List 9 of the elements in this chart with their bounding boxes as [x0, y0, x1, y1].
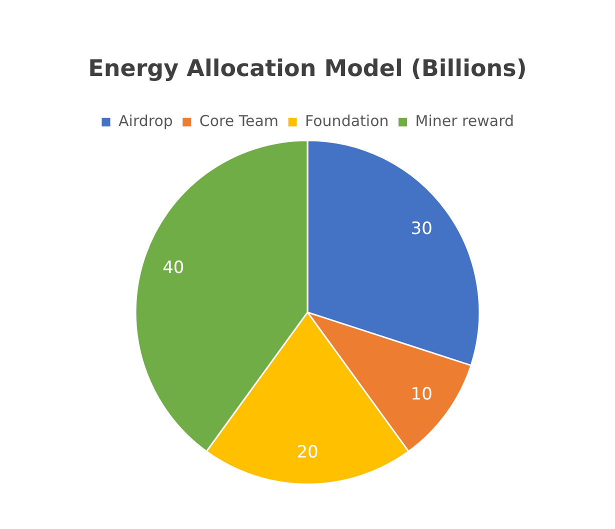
legend-label: Foundation	[305, 112, 389, 130]
data-label: 20	[296, 442, 318, 463]
data-label: 30	[410, 218, 432, 239]
chart-title: Energy Allocation Model (Billions)	[88, 56, 527, 82]
data-label: 10	[410, 384, 432, 405]
data-label: 40	[162, 258, 184, 278]
legend-label: Miner reward	[415, 112, 514, 130]
legend-label: Core Team	[199, 112, 279, 130]
legend-label: Airdrop	[118, 112, 173, 130]
